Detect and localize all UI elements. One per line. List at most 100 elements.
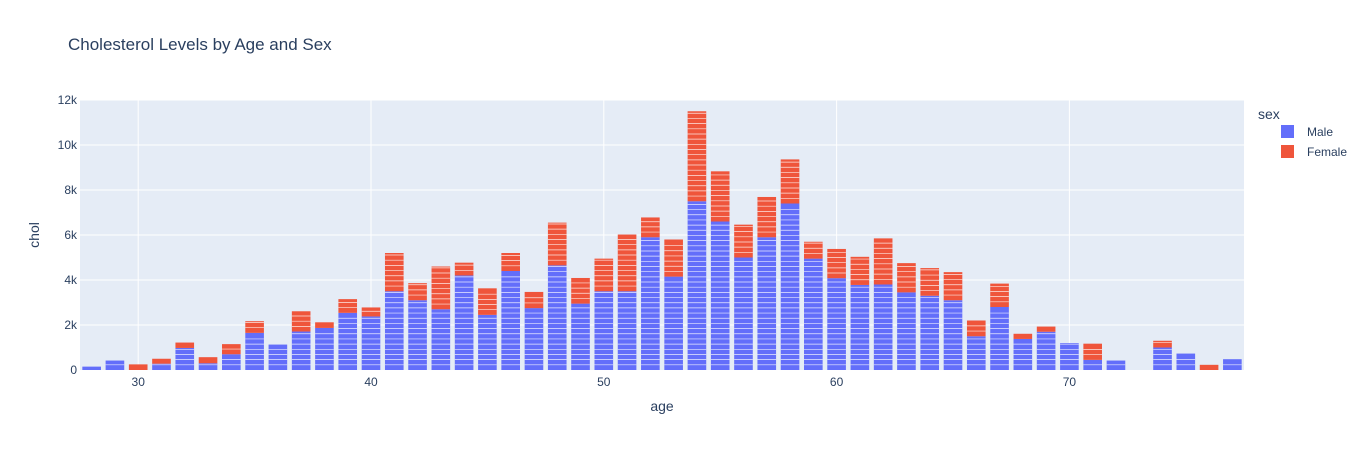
legend-items[interactable]: Male Female [1281,125,1347,159]
bar-male-46[interactable] [501,271,520,370]
bar-male-36[interactable] [268,344,288,370]
bar-male-62[interactable] [873,284,893,371]
bar-male-64[interactable] [920,295,940,370]
bar-male-33[interactable] [198,363,218,370]
bar-female-46[interactable] [501,253,520,271]
bar-male-51[interactable] [617,291,637,370]
bar-male-32[interactable] [175,347,195,370]
bar-female-41[interactable] [384,253,404,292]
bar-male-31[interactable] [152,363,171,370]
bar-male-63[interactable] [897,292,916,370]
bar-female-32[interactable] [175,342,195,348]
bar-female-47[interactable] [524,291,544,309]
bar-female-45[interactable] [478,288,497,315]
bar-male-41[interactable] [384,291,404,370]
bar-male-40[interactable] [361,316,381,370]
bar-female-63[interactable] [897,263,916,293]
bar-male-35[interactable] [245,332,264,370]
bar-male-69[interactable] [1036,331,1056,370]
bar-female-69[interactable] [1036,326,1056,332]
bar-male-44[interactable] [454,275,474,371]
x-tick-label: 70 [1063,375,1077,389]
bar-male-39[interactable] [338,312,358,370]
bar-male-42[interactable] [408,300,427,370]
legend-label-male[interactable]: Male [1307,125,1333,139]
bar-female-49[interactable] [571,277,590,304]
bar-female-58[interactable] [780,159,800,204]
bar-female-54[interactable] [687,111,707,202]
x-tick-label: 50 [597,375,611,389]
x-tick-label: 40 [364,375,378,389]
bar-female-30[interactable] [128,364,148,370]
bar-male-56[interactable] [734,257,753,371]
bar-male-74[interactable] [1153,347,1172,371]
bar-female-35[interactable] [245,321,264,333]
legend-swatch-female[interactable] [1281,145,1294,158]
bar-female-38[interactable] [315,322,334,328]
bar-male-28[interactable] [82,366,101,370]
legend-swatch-male[interactable] [1281,125,1294,138]
bar-female-60[interactable] [827,248,846,279]
bar-female-42[interactable] [408,283,427,301]
bar-female-33[interactable] [198,357,218,364]
y-axis-label: chol [26,222,42,248]
bar-female-62[interactable] [873,238,893,285]
x-tick-label: 30 [132,375,146,389]
bar-female-56[interactable] [734,224,753,258]
x-axis-ticks: 30 40 50 60 70 [132,375,1077,389]
bar-female-52[interactable] [641,217,660,238]
bar-female-40[interactable] [361,307,381,317]
bar-male-75[interactable] [1176,353,1196,370]
bar-female-51[interactable] [617,234,637,292]
bar-male-50[interactable] [594,291,614,370]
chart-title: Cholesterol Levels by Age and Sex [68,35,332,54]
y-tick-label: 12k [58,93,78,107]
y-tick-label: 10k [58,138,78,152]
bar-female-31[interactable] [152,358,171,364]
legend-label-female[interactable]: Female [1307,145,1347,159]
bar-male-57[interactable] [757,237,777,370]
bar-female-65[interactable] [943,272,963,301]
bar-male-52[interactable] [641,237,660,370]
y-tick-label: 0 [70,363,77,377]
y-tick-label: 2k [64,318,78,332]
bar-female-67[interactable] [990,283,1009,307]
bar-male-70[interactable] [1060,343,1079,370]
bar-female-50[interactable] [594,258,614,292]
bar-female-66[interactable] [966,320,986,337]
bar-male-60[interactable] [827,278,846,370]
bar-female-71[interactable] [1083,343,1102,360]
bar-male-66[interactable] [966,336,986,370]
bar-female-53[interactable] [664,239,683,277]
bar-female-59[interactable] [804,241,823,259]
legend-title: sex [1258,106,1280,122]
legend[interactable]: sex Male Female [1258,106,1347,159]
bar-male-34[interactable] [222,354,241,370]
bar-female-76[interactable] [1199,364,1219,370]
bar-female-64[interactable] [920,268,940,296]
bar-male-29[interactable] [105,360,125,370]
bar-male-54[interactable] [687,201,707,370]
bars [82,111,1242,371]
x-tick-label: 60 [830,375,844,389]
bar-female-68[interactable] [1013,333,1033,339]
bar-female-55[interactable] [710,171,730,222]
bar-male-49[interactable] [571,303,590,370]
bar-male-67[interactable] [990,307,1009,370]
bar-male-37[interactable] [291,331,311,370]
bar-female-74[interactable] [1153,340,1172,348]
bar-male-61[interactable] [850,284,870,370]
bar-female-61[interactable] [850,256,870,285]
bar-male-65[interactable] [943,300,963,370]
bar-female-57[interactable] [757,196,777,238]
y-tick-label: 8k [64,183,78,197]
y-tick-label: 4k [64,273,78,287]
bar-male-55[interactable] [710,221,730,371]
bar-male-72[interactable] [1106,360,1126,370]
bar-male-58[interactable] [780,203,800,371]
bar-female-39[interactable] [338,299,358,313]
y-axis-ticks: 0 2k 4k 6k 8k 10k 12k [58,93,78,377]
bar-female-44[interactable] [454,262,474,276]
bar-male-59[interactable] [804,258,823,370]
